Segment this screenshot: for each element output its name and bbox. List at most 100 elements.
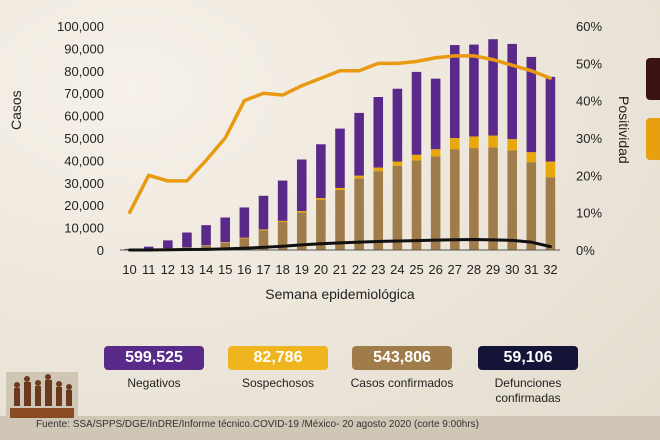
bar-sospechosos bbox=[450, 138, 460, 150]
line-point bbox=[242, 99, 246, 103]
bar-sospechosos bbox=[469, 136, 479, 149]
line-point bbox=[491, 238, 495, 242]
bar-negativos bbox=[354, 112, 364, 176]
y-tick-label: 40,000 bbox=[64, 153, 104, 168]
line-point bbox=[300, 84, 304, 88]
bar-negativos bbox=[277, 180, 288, 221]
bar-sospechosos bbox=[392, 161, 403, 166]
y-tick-label: 20,000 bbox=[64, 198, 104, 213]
government-logo-icon bbox=[6, 372, 78, 420]
line-point bbox=[147, 173, 151, 177]
line-point bbox=[281, 93, 285, 97]
bar-negativos bbox=[182, 232, 192, 248]
line-point bbox=[204, 158, 208, 162]
bar-negativos bbox=[488, 39, 498, 136]
x-tick-label: 25 bbox=[409, 262, 423, 277]
bar-casos-confirmados bbox=[450, 149, 460, 250]
line-point bbox=[357, 240, 361, 244]
y2-tick-label: 50% bbox=[576, 56, 602, 71]
x-tick-label: 16 bbox=[237, 262, 251, 277]
legend-swatch-orange bbox=[646, 118, 660, 160]
bar-sospechosos bbox=[354, 175, 364, 179]
bar-negativos bbox=[220, 217, 230, 243]
x-tick-label: 22 bbox=[352, 262, 366, 277]
bar-casos-confirmados bbox=[316, 199, 326, 250]
line-point bbox=[376, 239, 380, 243]
x-tick-label: 31 bbox=[524, 262, 538, 277]
bar-negativos bbox=[201, 225, 211, 246]
line-point bbox=[261, 91, 265, 95]
bar-negativos bbox=[450, 45, 460, 138]
bar-negativos bbox=[545, 76, 556, 162]
x-tick-label: 10 bbox=[122, 262, 136, 277]
y-tick-label: 100,000 bbox=[57, 19, 104, 34]
line-point bbox=[147, 248, 151, 252]
bar-casos-confirmados bbox=[296, 212, 307, 250]
y2-tick-label: 40% bbox=[576, 94, 602, 109]
x-tick-label: 29 bbox=[486, 262, 500, 277]
x-tick-label: 20 bbox=[314, 262, 328, 277]
x-tick-label: 19 bbox=[295, 262, 309, 277]
line-point bbox=[453, 238, 457, 242]
x-tick-label: 27 bbox=[448, 262, 462, 277]
y-tick-label: 30,000 bbox=[64, 176, 104, 191]
line-point bbox=[434, 56, 438, 60]
bar-casos-confirmados bbox=[430, 156, 441, 250]
bar-sospechosos bbox=[430, 149, 441, 157]
bar-sospechosos bbox=[545, 161, 556, 178]
line-point bbox=[204, 247, 208, 251]
bar-negativos bbox=[258, 195, 269, 230]
bar-casos-confirmados bbox=[545, 177, 556, 250]
line-point bbox=[395, 239, 399, 243]
bar-negativos bbox=[430, 78, 441, 150]
bar-sospechosos bbox=[220, 242, 230, 243]
line-point bbox=[529, 240, 533, 244]
line-point bbox=[223, 247, 227, 251]
line-point bbox=[453, 54, 457, 58]
bar-sospechosos bbox=[239, 237, 250, 239]
bar-casos-confirmados bbox=[258, 230, 269, 250]
x-tick-label: 15 bbox=[218, 262, 232, 277]
y-tick-label: 70,000 bbox=[64, 86, 104, 101]
x-tick-label: 17 bbox=[256, 262, 270, 277]
y2-tick-label: 30% bbox=[576, 131, 602, 146]
line-point bbox=[185, 248, 189, 252]
sospechosos-label: Sospechosos bbox=[241, 376, 315, 390]
bar-negativos bbox=[335, 128, 345, 188]
line-point bbox=[548, 76, 552, 80]
x-tick-label: 26 bbox=[428, 262, 442, 277]
line-point bbox=[261, 245, 265, 249]
legend-swatch-dark bbox=[646, 58, 660, 100]
bar-casos-confirmados bbox=[392, 166, 403, 250]
bar-sospechosos bbox=[411, 154, 422, 161]
x-tick-label: 12 bbox=[161, 262, 175, 277]
sospechosos-card: 82,786 bbox=[228, 346, 328, 370]
line-point bbox=[434, 238, 438, 242]
bar-negativos bbox=[469, 44, 479, 137]
line-point bbox=[166, 179, 170, 183]
bar-casos-confirmados bbox=[335, 189, 345, 250]
line-point bbox=[281, 244, 285, 248]
source-note: Fuente: SSA/SPPS/DGE/InDRE/Informe técni… bbox=[36, 419, 479, 430]
x-axis-label: Semana epidemiológica bbox=[265, 286, 415, 302]
y-tick-label: 60,000 bbox=[64, 109, 104, 124]
bar-casos-confirmados bbox=[469, 148, 479, 250]
bar-sospechosos bbox=[316, 198, 326, 200]
line-point bbox=[472, 237, 476, 241]
bar-sospechosos bbox=[296, 211, 307, 213]
y2-tick-label: 0% bbox=[576, 243, 595, 258]
bar-casos-confirmados bbox=[411, 160, 422, 250]
bar-negativos bbox=[392, 88, 403, 162]
bar-sospechosos bbox=[526, 152, 537, 163]
line-point bbox=[548, 245, 552, 249]
x-tick-label: 23 bbox=[371, 262, 385, 277]
x-tick-label: 11 bbox=[142, 262, 156, 277]
confirmados-card: 543,806 bbox=[352, 346, 452, 370]
defunciones-card: 59,106 bbox=[478, 346, 578, 370]
line-point bbox=[128, 248, 132, 252]
bar-negativos bbox=[296, 159, 307, 212]
y-tick-label: 80,000 bbox=[64, 64, 104, 79]
line-point bbox=[319, 242, 323, 246]
bar-negativos bbox=[373, 97, 384, 168]
